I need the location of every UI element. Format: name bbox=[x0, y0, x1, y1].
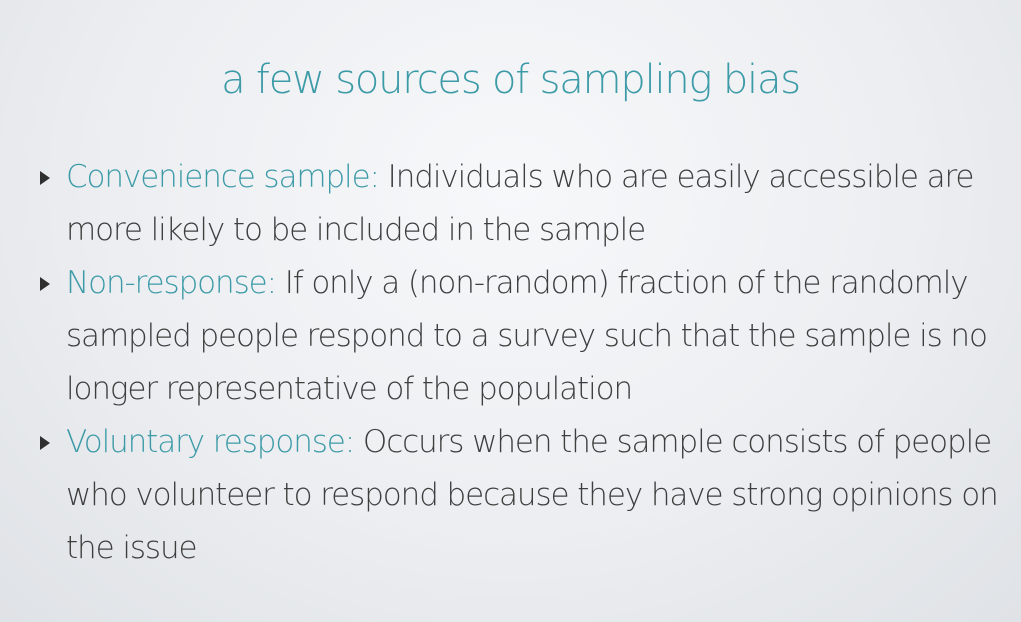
bullet-voluntary-response: Voluntary response: Occurs when the samp… bbox=[0, 416, 1021, 575]
bullet-list: Convenience sample: Individuals who are … bbox=[0, 151, 1021, 575]
bullet-term: Non-response: bbox=[66, 265, 277, 301]
bullet-text: Individuals who are easily accessible ar… bbox=[66, 159, 975, 248]
triangle-bullet-icon bbox=[40, 277, 50, 291]
bullet-text: If only a (non-random) fraction of the r… bbox=[66, 265, 988, 407]
triangle-bullet-icon bbox=[40, 436, 50, 450]
bullet-term: Voluntary response: bbox=[66, 424, 355, 460]
triangle-bullet-icon bbox=[40, 171, 50, 185]
bullet-non-response: Non-response: If only a (non-random) fra… bbox=[0, 257, 1021, 416]
bullet-term: Convenience sample: bbox=[66, 159, 380, 195]
slide-title: a few sources of sampling bias bbox=[221, 57, 801, 103]
bullet-convenience-sample: Convenience sample: Individuals who are … bbox=[0, 151, 1021, 257]
bullet-text: Occurs when the sample consists of peopl… bbox=[66, 424, 999, 566]
